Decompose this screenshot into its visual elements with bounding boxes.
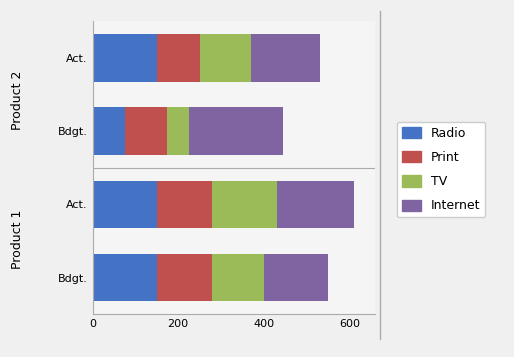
Bar: [157, 181, 212, 228]
Bar: [212, 254, 264, 301]
Text: Product 1: Product 1: [11, 210, 25, 269]
Bar: [93, 34, 157, 82]
Bar: [124, 107, 168, 155]
Bar: [264, 254, 328, 301]
Text: Product 2: Product 2: [11, 70, 25, 130]
Bar: [157, 34, 199, 82]
Bar: [93, 181, 157, 228]
Bar: [189, 107, 283, 155]
Bar: [199, 34, 251, 82]
Bar: [93, 107, 124, 155]
Bar: [157, 254, 212, 301]
Bar: [251, 34, 320, 82]
Bar: [277, 181, 354, 228]
Bar: [212, 181, 277, 228]
Bar: [168, 107, 189, 155]
Legend: Radio, Print, TV, Internet: Radio, Print, TV, Internet: [397, 122, 485, 217]
Bar: [93, 254, 157, 301]
